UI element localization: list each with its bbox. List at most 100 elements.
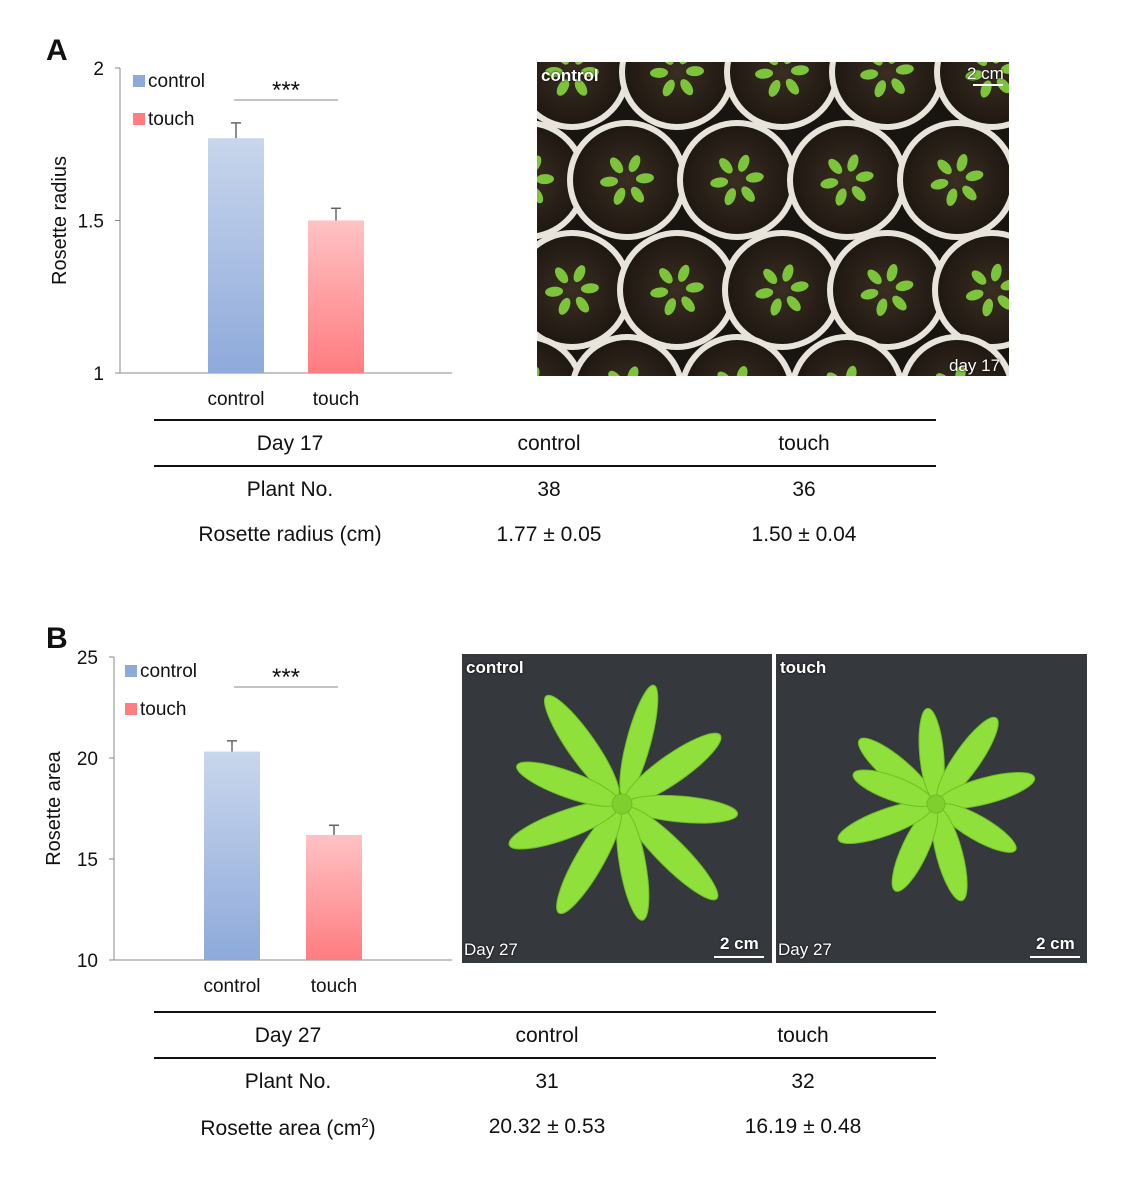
touch-rosette-image (776, 654, 1087, 963)
seedling-leaf (681, 296, 695, 312)
seedling-leaf (820, 178, 839, 189)
seedling-leaf (537, 155, 542, 173)
seedling-leaf (719, 158, 733, 174)
chart-a: 1 1.5 2 Rosette radius control touch control to… (49, 59, 452, 410)
touch-rosette-photo: touch Day 27 2 cm (776, 654, 1087, 963)
photo-a-scalebar (973, 84, 1003, 86)
seedling-leaf (956, 153, 968, 172)
seedling-leaf (930, 178, 949, 190)
photo-b2-day-label: Day 27 (778, 940, 832, 959)
seedling-leaf (556, 79, 570, 96)
seedling-leaf (736, 365, 748, 376)
seedling-leaf (997, 295, 1009, 310)
table-b-row1-control: 31 (535, 1070, 559, 1093)
seedling-leaf (891, 78, 905, 94)
photo-b1-scalebar (714, 956, 764, 958)
chart-a-ylabel: Rosette radius (49, 156, 71, 285)
table-b-row1-touch: 32 (791, 1070, 815, 1093)
pot-soil (793, 126, 901, 234)
photo-b2-scale-label: 2 cm (1036, 934, 1075, 953)
seedling-leaf (573, 265, 586, 283)
pot-soil (687, 340, 787, 376)
panel-b-letter: B (46, 622, 68, 655)
seedling-leaf (996, 78, 1009, 94)
seedling-leaf (745, 172, 764, 183)
chart-b: 10 15 20 25 Rosette area control touch control t… (43, 648, 452, 997)
chart-b-significance-label: *** (272, 664, 300, 691)
seedling-leaf (867, 269, 882, 285)
panel-a-letter: A (46, 34, 68, 67)
seedling-leaf (741, 186, 755, 202)
chart-b-xtick-label-1: touch (311, 976, 357, 997)
table-a-header-control: control (517, 432, 581, 455)
pot-soil (940, 62, 1009, 124)
seedling-leaf (581, 67, 599, 77)
seedling-leaf (965, 70, 984, 81)
seedling-leaf (724, 188, 737, 206)
seedling-leaf (835, 188, 847, 206)
seedling-leaf (826, 372, 842, 376)
table-b-header-day: Day 27 (254, 1024, 322, 1047)
chart-b-ytick-label-3: 25 (77, 648, 98, 669)
chart-b-ylabel: Rosette area (43, 750, 65, 865)
chart-a-ytick-label-0: 1 (93, 364, 104, 385)
seedling-leaf (845, 365, 857, 376)
seedling-leaf (710, 177, 729, 188)
chart-a-bar-touch (308, 220, 364, 373)
seedling-leaf (851, 186, 866, 202)
table-b-mid-rule (154, 1057, 936, 1059)
table-b-row2-superscript: 2 (361, 1115, 369, 1130)
seedling-trays-image (537, 62, 1009, 376)
chart-b-ytick-label-2: 20 (77, 749, 98, 770)
chart-b-ytick-label-0: 10 (77, 951, 98, 972)
table-b-row2-touch: 16.19 ± 0.48 (744, 1115, 862, 1138)
pot-soil (625, 62, 729, 124)
seedling-leaf (990, 263, 1002, 282)
seedling-leaf (627, 366, 639, 376)
pot-soil (537, 126, 581, 234)
seedling-leaf (613, 187, 626, 205)
pot-soil (537, 340, 577, 376)
chart-a-legend-label-0: control (148, 71, 205, 92)
pot-soil (623, 236, 731, 344)
chart-a-legend-swatch-1 (133, 113, 145, 125)
seedling-leaf (892, 295, 907, 311)
table-a-row2-label: Rosette radius (cm) (198, 523, 382, 546)
photo-a-scale-label: 2 cm (967, 64, 1004, 83)
pot-soil (833, 236, 941, 344)
seedling-leaf (874, 80, 887, 98)
seedling-leaf (973, 62, 988, 66)
table-a-header-day: Day 17 (256, 432, 324, 455)
seedling-leaf (886, 263, 898, 282)
chart-a-ytick-label-2: 2 (93, 59, 104, 80)
seedling-leaf (860, 288, 879, 300)
table-b-row2-close-paren: ) (368, 1117, 376, 1140)
photo-b2-label: touch (780, 658, 827, 677)
seedling-leaf (755, 288, 774, 299)
table-b-row1-label: Plant No. (244, 1070, 332, 1093)
table-a-header-touch: touch (778, 432, 830, 455)
chart-a-xtick-label-1: touch (313, 389, 359, 410)
chart-b-legend-swatch-0 (125, 665, 137, 677)
photo-b1-scale-label: 2 cm (720, 934, 759, 953)
table-a-row2-touch: 1.50 ± 0.04 (751, 523, 857, 546)
pot-soil (835, 62, 939, 124)
seedling-leaf (628, 155, 641, 173)
seedling-leaf (965, 289, 984, 301)
seedling-leaf (650, 67, 669, 78)
seedling-leaf (971, 270, 987, 285)
photo-b2-scalebar (1030, 956, 1080, 958)
seedling-leaf (600, 176, 619, 187)
pot-soil (938, 236, 1009, 344)
chart-b-xtick-label-0: control (203, 976, 260, 997)
pot-soil (903, 126, 1009, 234)
seedling-leaf (828, 158, 843, 174)
seedling-leaf (717, 371, 732, 376)
pot-soil (730, 62, 834, 124)
seedling-leaf (662, 79, 675, 97)
seedling-leaf (782, 264, 794, 282)
seedling-leaf (659, 268, 673, 284)
seedling-leaf (982, 298, 994, 317)
table-b-row2-control: 20.32 ± 0.53 (488, 1115, 606, 1138)
seedling-leaf (609, 157, 624, 174)
